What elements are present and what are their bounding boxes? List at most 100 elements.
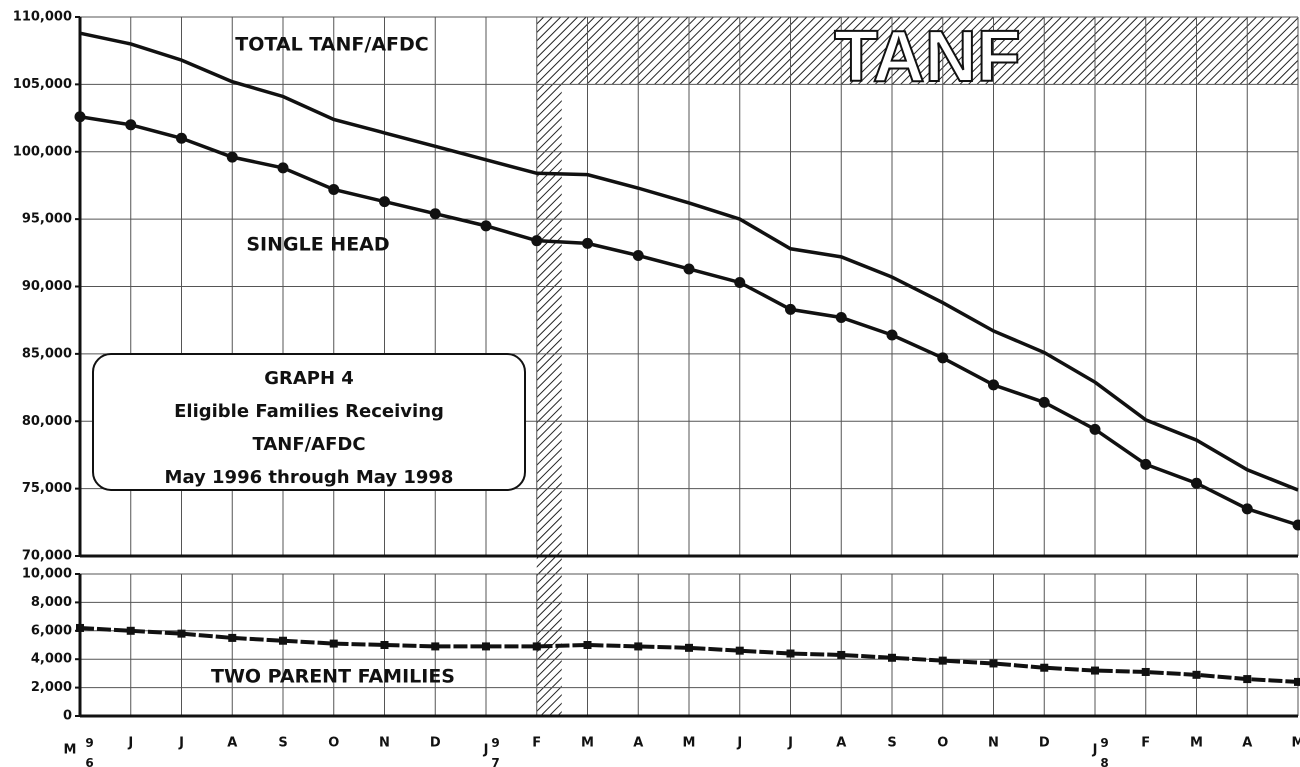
point xyxy=(380,641,389,649)
point xyxy=(634,642,643,651)
x-tick-label: S xyxy=(887,736,896,751)
annotation: SINGLE HEAD xyxy=(246,234,389,256)
y-tick-label: 70,000 xyxy=(22,549,72,564)
title-line: GRAPH 4 xyxy=(264,368,354,389)
y-tick-label: 75,000 xyxy=(22,481,72,496)
point xyxy=(177,629,186,638)
point xyxy=(1040,663,1049,672)
x-tick-label: J xyxy=(1092,743,1098,758)
y-tick-label: 4,000 xyxy=(31,652,72,667)
tanf-strip xyxy=(536,17,562,716)
point xyxy=(1241,503,1253,515)
point xyxy=(938,656,947,665)
y-tick-label: 110,000 xyxy=(13,10,72,25)
y-tick-label: 90,000 xyxy=(22,279,72,294)
x-tick-label: F xyxy=(532,736,541,751)
y-tick-label: 85,000 xyxy=(22,346,72,361)
point xyxy=(1243,675,1252,684)
x-tick-label: M xyxy=(64,743,77,758)
point xyxy=(734,276,746,288)
point xyxy=(279,636,287,645)
point xyxy=(126,626,135,635)
x-tick-label: A xyxy=(836,736,846,751)
x-tick-label: M xyxy=(1190,736,1203,751)
point xyxy=(429,208,441,220)
point xyxy=(1292,519,1300,531)
point xyxy=(735,646,744,655)
y-tick-label: 80,000 xyxy=(22,414,72,429)
x-tick-label: O xyxy=(328,736,339,751)
point xyxy=(74,111,86,123)
point xyxy=(277,162,289,174)
x-tick-label: M xyxy=(683,736,696,751)
point xyxy=(685,643,693,652)
point xyxy=(988,379,999,391)
point xyxy=(632,250,644,262)
x-tick-label: A xyxy=(227,736,237,751)
year-label: 97 xyxy=(489,736,503,767)
title-box xyxy=(92,353,526,491)
point xyxy=(176,132,187,144)
point xyxy=(1294,677,1300,686)
title-line: TANF/AFDC xyxy=(252,434,365,455)
year-label: 98 xyxy=(1098,736,1112,767)
tanf-band xyxy=(536,17,1298,85)
x-tick-label: J xyxy=(483,743,489,758)
x-tick-label: A xyxy=(633,736,643,751)
series-line xyxy=(79,31,1299,492)
point xyxy=(379,196,390,208)
point xyxy=(125,119,137,131)
x-tick-label: J xyxy=(736,736,742,751)
y-tick-label: 6,000 xyxy=(31,623,72,638)
point xyxy=(531,235,543,247)
annotation: TOTAL TANF/AFDC xyxy=(235,34,428,56)
x-tick-label: S xyxy=(278,736,287,751)
point xyxy=(683,263,695,275)
x-tick-label: F xyxy=(1141,736,1150,751)
point xyxy=(837,650,846,659)
x-tick-label: J xyxy=(127,736,133,751)
x-tick-label: M xyxy=(1292,736,1300,751)
point xyxy=(886,329,898,341)
y-tick-label: 105,000 xyxy=(13,77,72,92)
title-line: May 1996 through May 1998 xyxy=(165,467,454,488)
x-tick-label: N xyxy=(988,736,999,751)
point xyxy=(1141,667,1150,676)
point xyxy=(329,639,338,648)
point xyxy=(1191,477,1202,489)
point xyxy=(835,311,847,323)
x-tick-label: D xyxy=(1039,736,1050,751)
point xyxy=(1091,666,1099,675)
point xyxy=(76,623,84,632)
x-tick-label: N xyxy=(379,736,390,751)
point xyxy=(480,220,492,232)
x-tick-label: J xyxy=(787,736,793,751)
x-tick-label: J xyxy=(178,736,184,751)
y-tick-label: 2,000 xyxy=(31,680,72,695)
point xyxy=(785,303,796,315)
point xyxy=(431,642,440,651)
x-tick-label: M xyxy=(581,736,594,751)
year-label: 96 xyxy=(83,736,97,767)
annotation: TWO PARENT FAMILIES xyxy=(211,666,455,688)
x-tick-label: O xyxy=(937,736,948,751)
title-line: Eligible Families Receiving xyxy=(174,401,444,422)
point xyxy=(888,653,896,662)
point xyxy=(1140,458,1152,470)
point xyxy=(786,649,795,658)
point xyxy=(1038,396,1050,408)
y-tick-label: 0 xyxy=(63,709,72,724)
y-tick-label: 100,000 xyxy=(13,144,72,159)
point xyxy=(1192,670,1201,679)
x-tick-label: A xyxy=(1242,736,1252,751)
y-tick-label: 10,000 xyxy=(22,567,72,582)
y-tick-label: 95,000 xyxy=(22,212,72,227)
point xyxy=(989,659,998,668)
y-tick-label: 8,000 xyxy=(31,595,72,610)
point xyxy=(937,352,949,364)
point xyxy=(583,641,592,649)
point xyxy=(482,642,490,651)
point xyxy=(328,183,340,195)
point xyxy=(582,237,593,249)
